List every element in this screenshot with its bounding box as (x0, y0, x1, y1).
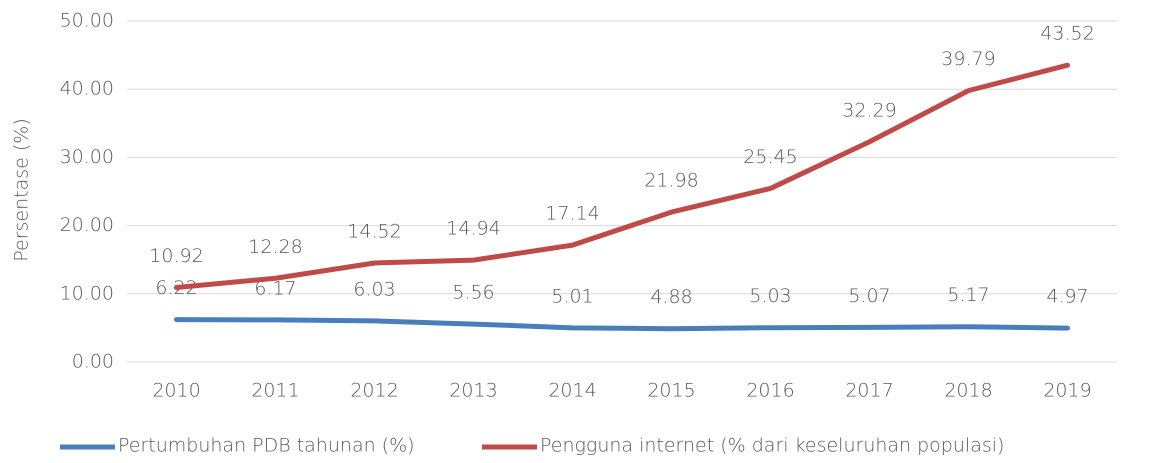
y-tick-label: 30.00 (60, 146, 114, 168)
y-tick-label: 10.00 (60, 282, 114, 304)
data-label: 14.52 (347, 220, 401, 242)
data-label: 5.01 (551, 285, 593, 307)
x-tick-label: 2011 (251, 380, 299, 402)
data-label: 5.17 (947, 284, 989, 306)
data-label: 5.07 (848, 285, 890, 307)
data-label: 17.14 (545, 203, 599, 225)
x-tick-label: 2013 (449, 380, 497, 402)
series-line (174, 317, 1070, 332)
data-label: 21.98 (644, 170, 698, 192)
y-axis-label: Persentase (%) (11, 118, 33, 262)
legend-label: Pertumbuhan PDB tahunan (%) (118, 435, 415, 457)
data-label: 6.03 (353, 278, 395, 300)
x-tick-label: 2014 (548, 380, 596, 402)
y-tick-label: 50.00 (60, 10, 114, 32)
x-tick-label: 2015 (647, 380, 695, 402)
series-line (174, 62, 1070, 291)
data-label: 12.28 (248, 236, 302, 258)
data-label: 25.45 (743, 146, 797, 168)
x-tick-label: 2012 (350, 380, 398, 402)
data-label: 5.03 (749, 285, 791, 307)
data-label: 14.94 (446, 218, 500, 240)
x-tick-label: 2019 (1043, 380, 1091, 402)
x-tick-label: 2016 (746, 380, 794, 402)
x-tick-label: 2018 (944, 380, 992, 402)
data-label: 6.17 (254, 277, 296, 299)
y-tick-label: 40.00 (60, 78, 114, 100)
data-label: 4.88 (650, 286, 692, 308)
y-tick-label: 0.00 (72, 351, 114, 373)
data-label: 39.79 (941, 48, 995, 70)
data-label: 5.56 (452, 282, 494, 304)
data-label: 43.52 (1040, 23, 1094, 45)
data-label: 4.97 (1046, 286, 1088, 308)
legend-label: Pengguna internet (% dari keseluruhan po… (540, 435, 1004, 457)
x-tick-label: 2010 (152, 380, 200, 402)
data-label: 32.29 (842, 99, 896, 121)
data-label: 10.92 (149, 245, 203, 267)
y-tick-label: 20.00 (60, 214, 114, 236)
x-tick-label: 2017 (845, 380, 893, 402)
